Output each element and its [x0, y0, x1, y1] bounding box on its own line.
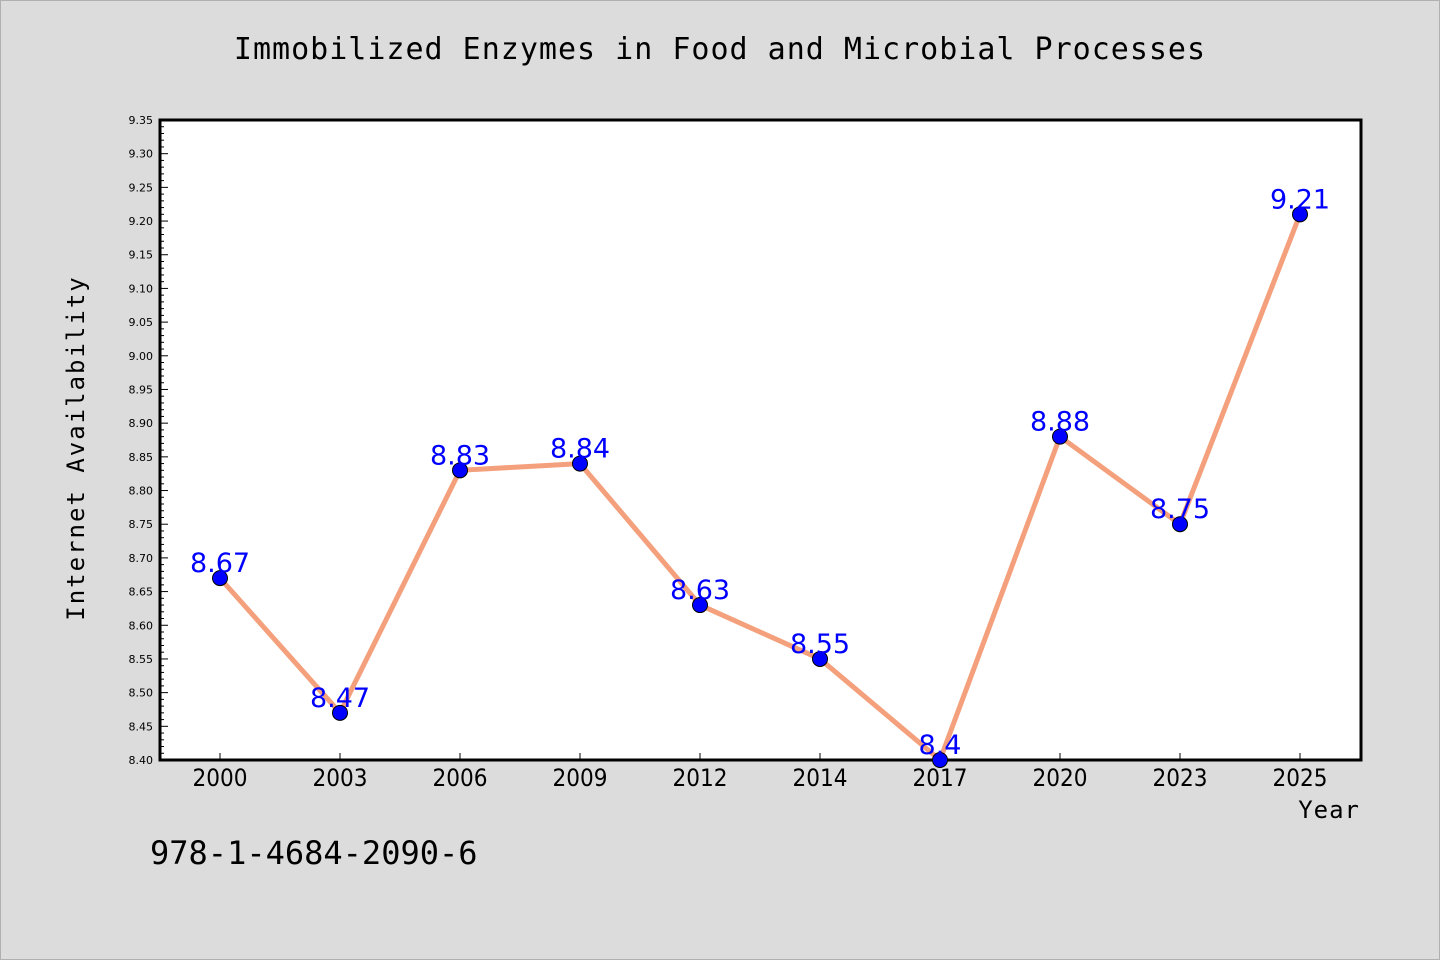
y-tick-label: 8.45	[129, 720, 154, 733]
y-tick-label: 8.40	[129, 754, 154, 767]
y-tick-label: 8.95	[129, 383, 154, 396]
plot-area	[158, 118, 1363, 762]
isbn-annotation: 978-1-4684-2090-6	[150, 834, 478, 872]
y-tick-label: 8.65	[129, 586, 154, 599]
x-tick-label: 2003	[313, 764, 368, 792]
data-label: 8.84	[550, 434, 610, 465]
series-line	[217, 211, 1303, 763]
x-tick-label: 2025	[1273, 764, 1328, 792]
y-axis: 8.40 8.45 8.50 8.55 8.60 8.65 8.70 8.75 8.80 8.85…	[129, 114, 168, 767]
x-tick-label: 2020	[1033, 764, 1088, 792]
y-tick-label: 9.25	[129, 181, 154, 194]
y-tick-label: 9.35	[129, 114, 154, 127]
y-tick-label: 9.20	[129, 215, 154, 228]
y-tick-label: 8.55	[129, 653, 154, 666]
data-point	[452, 462, 468, 479]
data-label: 8.55	[790, 629, 850, 660]
data-point	[332, 704, 348, 721]
data-point	[812, 650, 828, 667]
y-tick-label: 8.85	[129, 451, 154, 464]
data-point	[572, 455, 588, 472]
x-axis: 2000 2003 2006 2009 2012 2014 2017 2020 2023 2025	[193, 753, 1328, 792]
y-tick-label: 9.05	[129, 316, 154, 329]
data-label: 8.83	[430, 440, 490, 471]
x-tick-label: 2006	[433, 764, 488, 792]
data-label: 8.47	[310, 683, 370, 714]
x-tick-label: 2014	[793, 764, 848, 792]
data-label: 9.21	[1270, 184, 1330, 215]
x-tick-label: 2009	[553, 764, 608, 792]
y-tick-label: 8.60	[129, 619, 154, 632]
y-tick-label: 8.70	[129, 552, 154, 565]
data-label: 8.4	[919, 730, 962, 761]
data-point	[932, 752, 948, 768]
data-point	[1052, 428, 1068, 445]
x-tick-label: 2012	[673, 764, 728, 792]
series: 8.67 8.47 8.83 8.84 8.63 8.55 8.4 8.88 8.75 9.21	[190, 184, 1330, 768]
x-tick-label: 2017	[913, 764, 968, 792]
y-tick-label: 8.50	[129, 687, 154, 700]
x-tick-label: 2000	[193, 764, 248, 792]
y-tick-label: 9.15	[129, 249, 154, 262]
y-tick-label: 8.80	[129, 485, 154, 498]
data-label: 8.63	[670, 575, 730, 606]
y-tick-label: 9.10	[129, 282, 154, 295]
x-axis-label: Year	[1298, 796, 1360, 824]
data-point	[1292, 206, 1308, 223]
data-point	[1172, 516, 1188, 533]
x-tick-label: 2023	[1153, 764, 1208, 792]
data-label: 8.75	[1150, 494, 1210, 525]
y-tick-label: 8.75	[129, 518, 154, 531]
y-tick-label: 8.90	[129, 417, 154, 430]
data-label: 8.67	[190, 548, 250, 579]
data-label: 8.88	[1030, 407, 1090, 438]
chart-title: Immobilized Enzymes in Food and Microbia…	[233, 32, 1207, 67]
y-tick-label: 9.00	[129, 350, 154, 363]
data-point	[212, 570, 228, 587]
y-tick-label: 9.30	[129, 148, 154, 161]
data-point	[692, 597, 708, 614]
